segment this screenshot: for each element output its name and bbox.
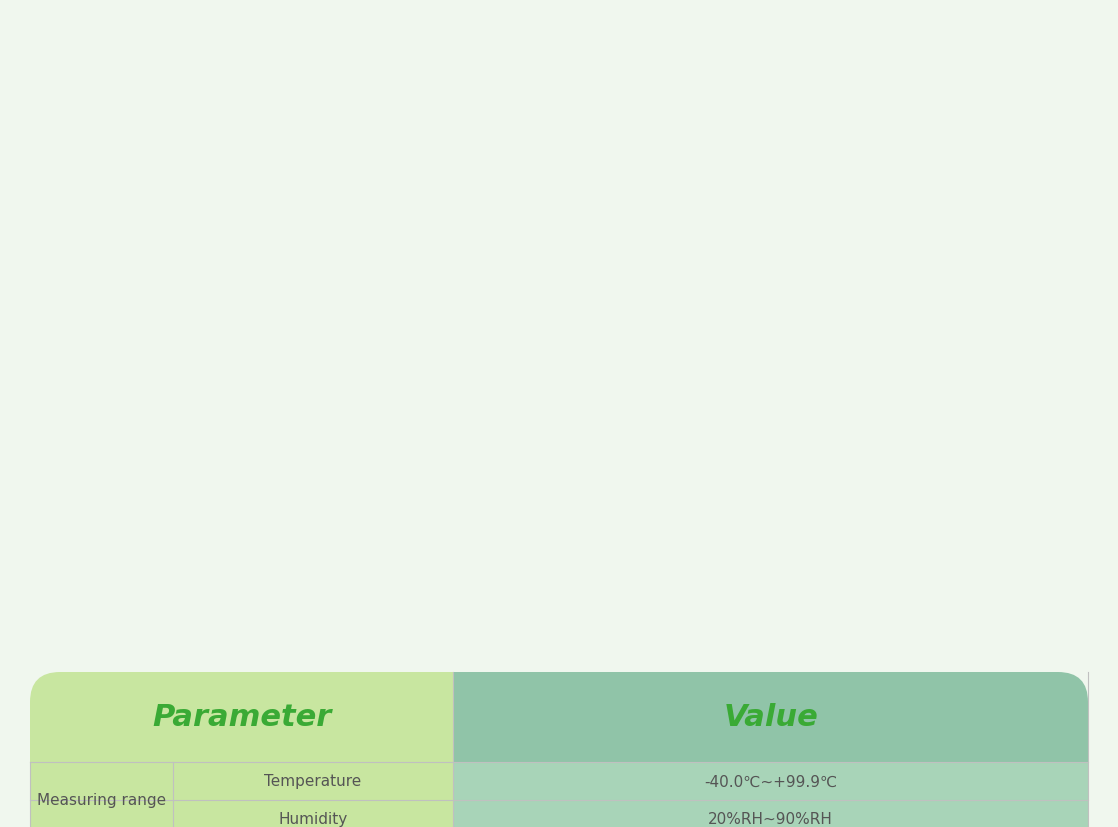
Bar xyxy=(453,717,1088,762)
Text: Measuring range: Measuring range xyxy=(37,792,165,807)
Bar xyxy=(453,762,1088,827)
Text: Humidity: Humidity xyxy=(278,811,348,826)
Text: -40.0℃~+99.9℃: -40.0℃~+99.9℃ xyxy=(704,773,837,789)
Bar xyxy=(241,672,453,827)
Text: Parameter: Parameter xyxy=(152,703,331,732)
Text: Value: Value xyxy=(723,703,818,732)
FancyBboxPatch shape xyxy=(453,672,1088,762)
FancyBboxPatch shape xyxy=(30,672,453,827)
FancyBboxPatch shape xyxy=(18,653,1100,827)
Bar xyxy=(453,672,770,762)
Text: 20%RH~90%RH: 20%RH~90%RH xyxy=(708,811,833,826)
Text: Temperature: Temperature xyxy=(264,773,361,789)
